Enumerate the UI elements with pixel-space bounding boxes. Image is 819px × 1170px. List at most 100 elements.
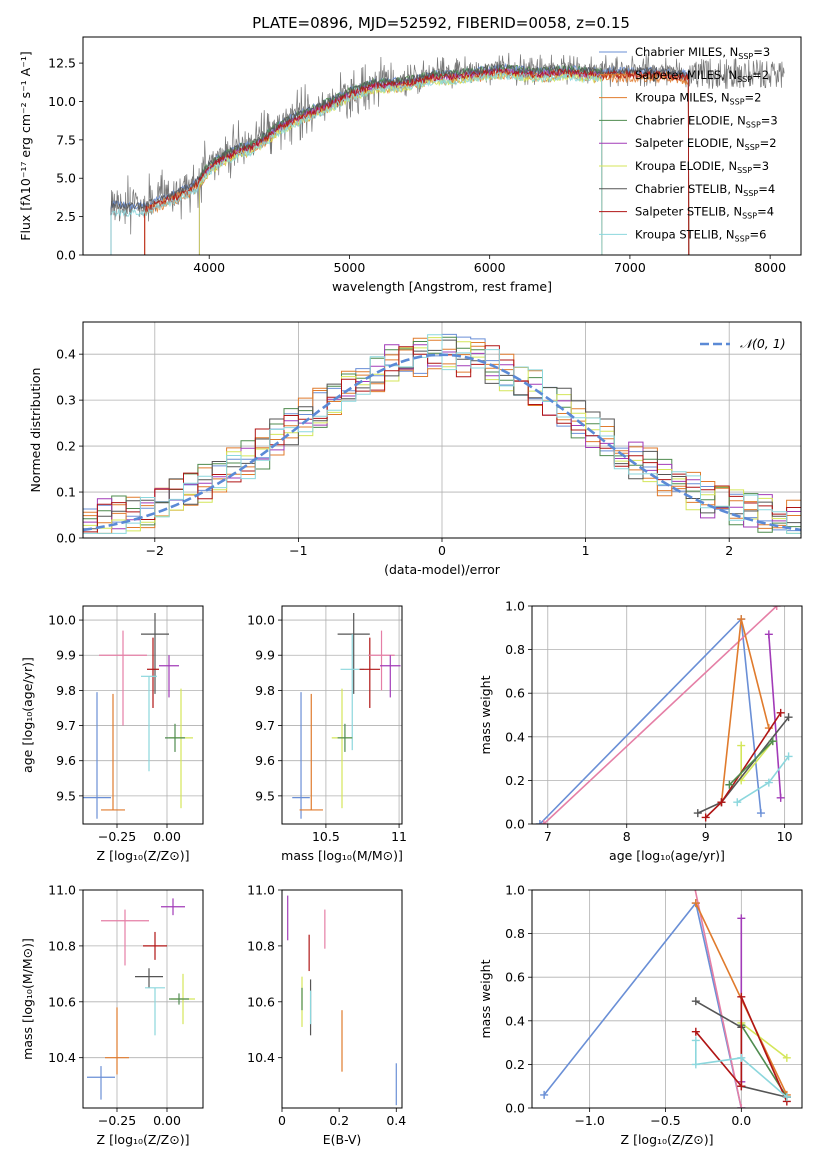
model-spectrum-line [110, 70, 603, 255]
error-bar-point [83, 692, 111, 819]
x-tick-label: 9 [702, 829, 710, 844]
error-bar-point [359, 637, 381, 708]
y-tick-label: 0.3 [56, 393, 76, 408]
legend-suffix: =2 [752, 68, 769, 82]
y-tick-label: 10.4 [247, 1050, 275, 1065]
plus-marker [733, 798, 742, 807]
legend-subscript: SSP [735, 234, 750, 243]
legend-label: Kroupa MILES, N [635, 91, 730, 105]
error-bar-point [159, 655, 179, 698]
x-tick-label: 7000 [614, 260, 646, 275]
plus-marker [691, 997, 700, 1006]
legend-suffix: =6 [750, 227, 767, 241]
charts-layer: 4000 5000 6000 7000 80000.02.55.07.510.012.5… [18, 36, 803, 1147]
legend-subscript: SSP [738, 52, 753, 61]
y-tick-label: 10.0 [48, 94, 76, 109]
plus-marker [737, 1053, 746, 1062]
legend-subscript: SSP [742, 212, 757, 221]
plus-marker [691, 1060, 700, 1069]
error-bar-point [299, 693, 323, 811]
y-tick-label: 9.7 [56, 718, 76, 733]
x-tick-label: −0.25 [98, 829, 136, 844]
axes-frame [531, 605, 803, 825]
legend-entry: Kroupa STELIB, NSSP=6 [635, 227, 766, 243]
error-bar-point [380, 655, 401, 698]
x-axis-label: mass [log₁₀(M/M⊙)] [281, 848, 403, 863]
x-tick-label: −0.5 [650, 1113, 680, 1128]
y-tick-label: 11.0 [48, 883, 76, 898]
y-tick-label: 2.5 [56, 209, 76, 224]
y-tick-label: 0.2 [505, 1057, 525, 1072]
mass-vs-Z-chart: −0.25 0.00 10.4 10.6 10.8 11.0 Z [log₁₀(Z/Z⊙)]… [20, 883, 204, 1147]
y-tick-label: 0.0 [505, 817, 525, 832]
axes-frame [82, 605, 204, 825]
y-axis-label: Normed distribution [28, 368, 43, 493]
legend-entry: Chabrier ELODIE, NSSP=3 [635, 113, 778, 129]
legend-subscript: SSP [737, 75, 752, 84]
legend-subscript: SSP [746, 120, 761, 129]
y-tick-label: 0.0 [505, 1101, 525, 1116]
x-tick-label: 0.2 [329, 1113, 349, 1128]
y-tick-label: 10.0 [247, 613, 275, 628]
x-tick-label: 10.5 [312, 829, 340, 844]
plus-marker [535, 820, 544, 824]
legend-label: Salpeter STELIB, N [635, 205, 742, 219]
x-tick-label: 8 [623, 829, 631, 844]
plus-marker [737, 1104, 746, 1108]
error-bar-point [169, 993, 189, 1005]
axes-frame [531, 889, 803, 1109]
legend-suffix: =2 [745, 91, 762, 105]
spectrum-plot-area [110, 52, 785, 255]
y-axis-label: Flux [fλ10⁻¹⁷ erg cm⁻² s⁻¹ A⁻¹] [18, 51, 33, 240]
legend-label: Salpeter MILES, N [635, 68, 737, 82]
y-tick-label: 0.1 [56, 485, 76, 500]
x-tick-label: 0.00 [153, 829, 181, 844]
y-tick-label: 9.6 [255, 753, 275, 768]
legend-suffix: =2 [760, 136, 777, 150]
x-tick-label: 0 [278, 1113, 286, 1128]
age-vs-mass-chart: 10.5 11 9.5 9.6 9.7 9.8 9.9 10.0 mass [log₁₀(M/M… [247, 605, 407, 863]
error-bar-point [145, 987, 165, 1036]
x-axis-label: Z [log₁₀(Z/Z⊙)] [97, 1132, 190, 1147]
x-tick-label: 5000 [334, 260, 366, 275]
age-vs-Z-chart: −0.25 0.00 9.5 9.6 9.7 9.8 9.9 10.0 Z [log₁₀(Z/Z… [20, 605, 204, 863]
plus-marker [772, 606, 781, 610]
legend-entry: Kroupa MILES, NSSP=2 [635, 91, 761, 107]
mass-weight-line [705, 712, 782, 819]
error-bar-point [337, 723, 353, 752]
legend-suffix: =3 [753, 45, 770, 59]
y-axis-label: age [log₁₀(age/yr)] [20, 657, 35, 773]
y-tick-label: 10.6 [247, 994, 275, 1009]
mass-weight-line [695, 1040, 788, 1098]
x-axis-label: Z [log₁₀(Z/Z⊙)] [97, 848, 190, 863]
y-tick-label: 0.4 [56, 347, 76, 362]
plot-area [87, 898, 195, 1100]
model-spectrum-line [198, 70, 603, 255]
x-axis-label: wavelength [Angstrom, rest frame] [332, 279, 552, 294]
plus-marker [540, 1090, 549, 1099]
legend-label: Kroupa STELIB, N [635, 227, 735, 241]
y-tick-label: 0.6 [505, 686, 525, 701]
error-bar-point [143, 931, 167, 960]
x-tick-label: 1 [582, 543, 590, 558]
y-tick-label: 9.9 [255, 648, 275, 663]
x-tick-label: −1 [289, 543, 307, 558]
plus-marker [539, 820, 548, 824]
y-tick-label: 7.5 [56, 132, 76, 147]
y-tick-label: 0.6 [505, 970, 525, 985]
y-tick-label: 9.8 [255, 683, 275, 698]
plot-area [535, 606, 793, 824]
legend-entry: Kroupa ELODIE, NSSP=3 [635, 159, 769, 175]
error-bar-point [99, 630, 147, 726]
x-axis-label: age [log₁₀(age/yr)] [609, 848, 725, 863]
y-tick-label: 9.8 [56, 683, 76, 698]
y-axis-label: mass [log₁₀(M/M⊙)] [20, 938, 35, 1060]
y-axis-label: mass weight [478, 959, 493, 1038]
plot-area [292, 613, 401, 819]
plus-marker [701, 813, 710, 822]
y-tick-label: 9.6 [56, 753, 76, 768]
legend-suffix: =4 [757, 205, 774, 219]
plus-marker [784, 713, 793, 722]
